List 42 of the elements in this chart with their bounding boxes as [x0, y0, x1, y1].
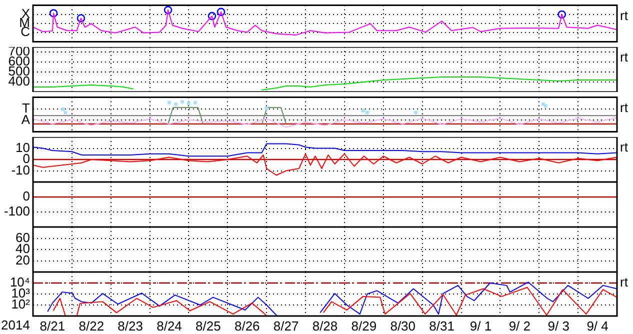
point: [558, 10, 566, 19]
x-tick-label: 8/26: [234, 318, 260, 334]
x-tick-label: 9/ 2: [508, 318, 531, 334]
point: [541, 102, 545, 106]
point: [361, 109, 365, 112]
x-tick-label: 9/ 1: [470, 318, 492, 334]
text: rt: [620, 100, 628, 115]
point: [194, 100, 197, 104]
x-tick-label: 8/24: [156, 318, 182, 334]
point: [168, 100, 171, 104]
y-tick-label: -100: [4, 204, 30, 219]
x-tick-label: 9/ 3: [548, 318, 570, 334]
point: [414, 110, 418, 114]
point: [49, 9, 58, 18]
x-tick-label: 8/23: [118, 318, 143, 334]
point: [208, 12, 216, 20]
x-axis-title: 2014: [1, 318, 30, 333]
point: [187, 102, 190, 105]
x-tick-label: 8/27: [273, 318, 299, 334]
x-tick-label: 8/25: [196, 318, 221, 334]
x-tick-label: 8/21: [40, 318, 66, 334]
x-tick-label: 8/22: [78, 318, 104, 334]
text: rt: [620, 8, 628, 23]
point: [544, 104, 548, 108]
point: [264, 106, 268, 110]
y-tick-label: 0: [22, 188, 30, 204]
point: [180, 100, 184, 104]
x-tick-label: 8/31: [429, 318, 454, 334]
point: [216, 8, 226, 16]
point: [164, 6, 172, 14]
x-tick-label: 8/28: [312, 318, 338, 334]
text: rt: [620, 50, 628, 65]
point: [174, 102, 178, 106]
point: [76, 14, 86, 22]
text: rt: [620, 140, 628, 155]
point: [365, 110, 369, 114]
x-tick-label: 8/30: [390, 318, 416, 334]
text: rt: [620, 274, 628, 290]
x-tick-label: 8/29: [351, 318, 377, 334]
point: [64, 110, 68, 114]
x-tick-label: 9/ 4: [586, 318, 608, 334]
point: [61, 108, 65, 111]
